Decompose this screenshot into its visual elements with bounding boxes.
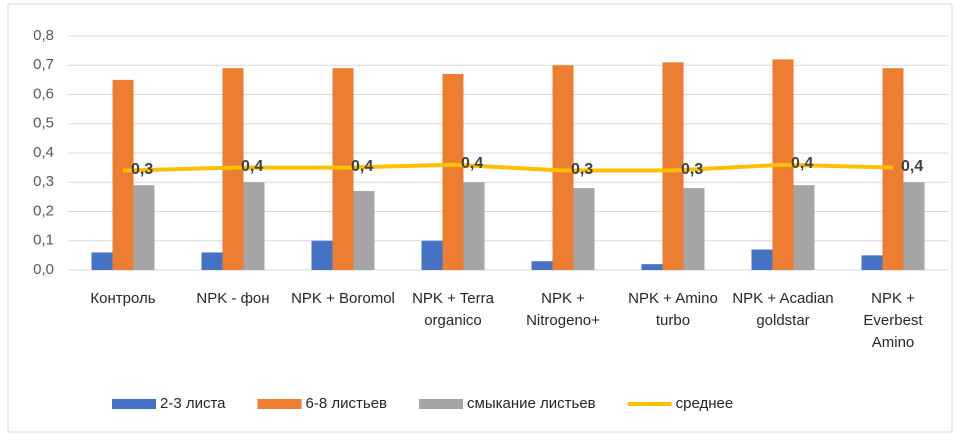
bar [201,252,223,270]
data-label: 0,3 [681,161,703,178]
y-tick-label: 0,5 [33,115,54,132]
x-tick-label: NPK + Nitrogeno+ [526,290,600,329]
data-label: 0,4 [901,158,923,175]
data-label: 0,4 [461,155,483,172]
legend-swatch [419,399,464,409]
y-tick-label: 0,4 [33,144,54,161]
x-tick-label: NPK - фон [196,290,270,307]
data-label: 0,3 [131,161,153,178]
y-tick-label: 0,8 [33,27,54,44]
y-tick-label: 0,1 [33,232,54,249]
legend-label: 6-8 листьев [306,395,388,412]
bar [91,252,113,270]
y-tick-label: 0,6 [33,85,54,102]
legend-label: смыкание листьев [467,395,596,412]
bar [421,240,443,270]
bar [463,182,485,270]
bar [353,191,375,270]
bar [442,74,464,271]
x-tick-label: NPK + Terra organico [412,290,494,329]
x-tick-label: Контроль [90,290,156,307]
x-tick-label: NPK + Acadian goldstar [732,290,834,329]
data-label: 0,4 [351,158,373,175]
bar [861,255,883,270]
bar [552,65,574,270]
legend-label: 2-3 листа [160,395,226,412]
bar [133,185,155,270]
line [122,162,894,173]
bar [243,182,265,270]
bar [793,185,815,270]
bar [662,62,684,271]
y-tick-label: 0,0 [33,261,54,278]
data-label: 0,4 [241,158,263,175]
bar [641,264,663,270]
legend-swatch [257,399,302,409]
bar [903,182,925,270]
y-tick-label: 0,7 [33,56,54,73]
bar [311,240,333,270]
bar [531,261,553,270]
bar [573,188,595,270]
y-tick-label: 0,3 [33,173,54,190]
bar [882,68,904,270]
data-label: 0,4 [791,155,813,172]
legend-swatch [112,399,156,409]
legend-label: среднее [676,395,734,412]
bar [112,79,134,270]
bar [751,249,773,270]
x-tick-label: NPK + Everbest Amino [863,290,923,351]
bar [683,188,705,270]
x-tick-label: NPK + Amino turbo [628,290,718,329]
y-tick-label: 0,2 [33,202,54,219]
x-tick-label: NPK + Boromol [291,290,395,307]
data-label: 0,3 [571,161,593,178]
